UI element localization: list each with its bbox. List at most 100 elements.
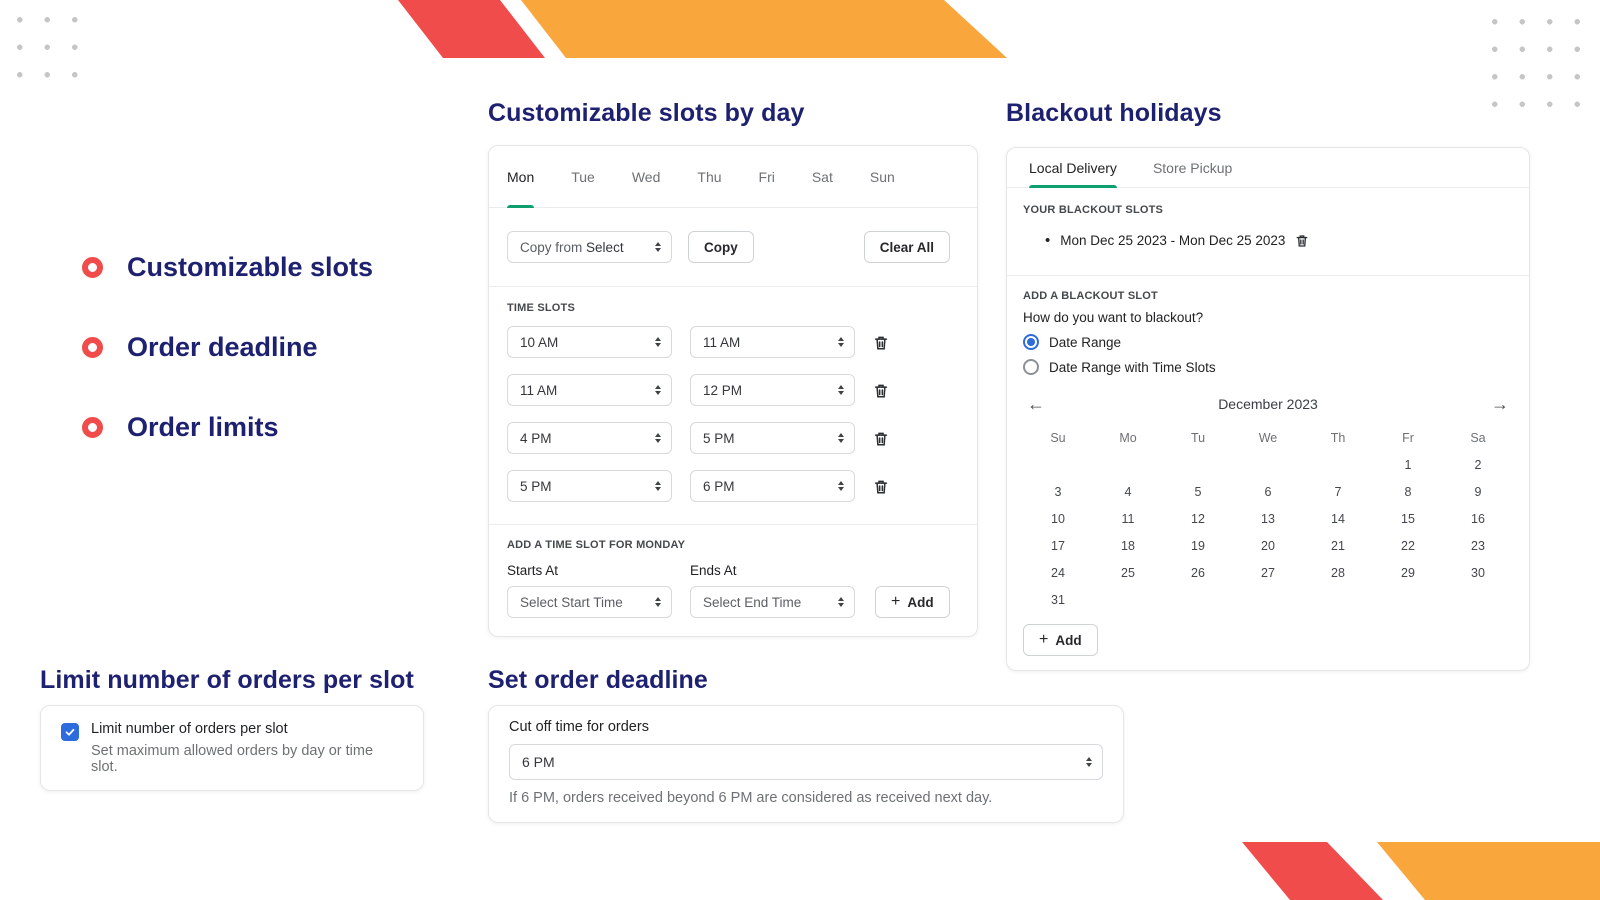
plus-icon: + <box>1039 631 1049 648</box>
calendar-day[interactable]: 4 <box>1124 485 1132 499</box>
calendar-day-empty <box>1233 587 1303 614</box>
copy-from-select[interactable]: Copy from Select <box>507 231 672 263</box>
limit-section-title: Limit number of orders per slot <box>40 666 414 694</box>
calendar-day[interactable]: 24 <box>1051 566 1065 580</box>
calendar-day-empty <box>1373 587 1443 614</box>
calendar-day[interactable]: 8 <box>1404 485 1412 499</box>
calendar-day-empty <box>1233 452 1303 479</box>
calendar-day[interactable]: 28 <box>1331 566 1345 580</box>
calendar-month-label: December 2023 <box>1218 396 1318 412</box>
calendar-day[interactable]: 13 <box>1261 512 1275 526</box>
starts-at-label: Starts At <box>507 563 559 578</box>
slots-section-title: Customizable slots by day <box>488 99 805 127</box>
calendar-day-empty <box>1093 452 1163 479</box>
limit-orders-checkbox[interactable] <box>61 723 79 741</box>
slot-end-select[interactable]: 6 PM <box>690 470 855 502</box>
calendar-day[interactable]: 25 <box>1121 566 1135 580</box>
radio-option-date-range[interactable]: Date Range <box>1023 334 1513 350</box>
clear-all-button[interactable]: Clear All <box>863 231 950 263</box>
slot-start-select[interactable]: 11 AM <box>507 374 672 406</box>
blackout-question: How do you want to blackout? <box>1023 310 1204 325</box>
tab-store-pickup[interactable]: Store Pickup <box>1152 159 1233 176</box>
stepper-icon <box>655 242 661 252</box>
calendar-day[interactable]: 18 <box>1121 539 1135 553</box>
slot-start-select[interactable]: 5 PM <box>507 470 672 502</box>
calendar-day[interactable]: 7 <box>1334 485 1342 499</box>
calendar-day[interactable]: 15 <box>1401 512 1415 526</box>
deadline-card: Cut off time for orders 6 PM If 6 PM, or… <box>488 705 1124 823</box>
calendar-day[interactable]: 29 <box>1401 566 1415 580</box>
calendar-day[interactable]: 30 <box>1471 566 1485 580</box>
calendar-next-icon[interactable]: → <box>1491 394 1509 414</box>
calendar-day[interactable]: 16 <box>1471 512 1485 526</box>
calendar-day[interactable]: 19 <box>1191 539 1205 553</box>
tab-mon[interactable]: Mon <box>507 146 535 208</box>
feature-item: Order deadline <box>82 332 373 363</box>
blackout-section-title: Blackout holidays <box>1006 99 1222 127</box>
copy-button[interactable]: Copy <box>688 231 754 263</box>
tab-fri[interactable]: Fri <box>758 168 775 185</box>
top-stripes-decoration <box>398 0 1007 58</box>
slot-start-select[interactable]: 10 AM <box>507 326 672 358</box>
stepper-icon <box>838 385 844 395</box>
copy-from-prefix: Copy from <box>520 239 583 255</box>
calendar-day-empty <box>1443 587 1513 614</box>
tab-thu[interactable]: Thu <box>697 168 722 185</box>
calendar-day[interactable]: 3 <box>1054 485 1062 499</box>
radio-icon[interactable] <box>1023 359 1039 375</box>
cutoff-time-select[interactable]: 6 PM <box>509 744 1103 780</box>
calendar-day[interactable]: 12 <box>1191 512 1205 526</box>
trash-icon[interactable] <box>1295 233 1309 248</box>
add-blackout-button[interactable]: + Add <box>1023 624 1098 656</box>
calendar-day-header: Th <box>1330 431 1346 445</box>
add-blackout-heading: ADD A BLACKOUT SLOT <box>1023 290 1158 302</box>
calendar-day[interactable]: 10 <box>1051 512 1065 526</box>
calendar-prev-icon[interactable]: ← <box>1027 394 1045 414</box>
calendar-day[interactable]: 1 <box>1404 458 1412 472</box>
limit-checkbox-label[interactable]: Limit number of orders per slot <box>91 721 288 737</box>
time-slot-row: 5 PM 6 PM <box>507 470 959 502</box>
end-time-select[interactable]: Select End Time <box>690 586 855 618</box>
calendar-day[interactable]: 2 <box>1474 458 1482 472</box>
calendar-day[interactable]: 5 <box>1194 485 1202 499</box>
calendar-day-header: Su <box>1050 431 1066 445</box>
blackout-card: Local Delivery Store Pickup YOUR BLACKOU… <box>1006 147 1530 671</box>
trash-icon[interactable] <box>873 478 889 495</box>
bottom-stripes-decoration <box>1242 842 1600 900</box>
calendar-day[interactable]: 22 <box>1401 539 1415 553</box>
slot-end-select[interactable]: 5 PM <box>690 422 855 454</box>
add-time-slot-button[interactable]: + Add <box>875 586 950 618</box>
slot-end-select[interactable]: 11 AM <box>690 326 855 358</box>
calendar-day[interactable]: 27 <box>1261 566 1275 580</box>
calendar-day[interactable]: 17 <box>1051 539 1065 553</box>
calendar-day[interactable]: 20 <box>1261 539 1275 553</box>
trash-icon[interactable] <box>873 334 889 351</box>
time-slot-row: 10 AM 11 AM <box>507 326 959 358</box>
calendar-day[interactable]: 9 <box>1474 485 1482 499</box>
stepper-icon <box>838 597 844 607</box>
slot-end-select[interactable]: 12 PM <box>690 374 855 406</box>
calendar-day[interactable]: 26 <box>1191 566 1205 580</box>
feature-item: Customizable slots <box>82 252 373 283</box>
tab-sat[interactable]: Sat <box>811 168 833 185</box>
calendar-day[interactable]: 21 <box>1331 539 1345 553</box>
calendar-day-header: Sa <box>1470 431 1486 445</box>
radio-option-date-range-time-slots[interactable]: Date Range with Time Slots <box>1023 359 1513 375</box>
tab-sun[interactable]: Sun <box>869 168 895 185</box>
trash-icon[interactable] <box>873 430 889 447</box>
tab-tue[interactable]: Tue <box>571 168 595 185</box>
trash-icon[interactable] <box>873 382 889 399</box>
stepper-icon <box>655 433 661 443</box>
calendar-day[interactable]: 31 <box>1051 593 1065 607</box>
tab-local-delivery[interactable]: Local Delivery <box>1029 148 1117 188</box>
calendar-day[interactable]: 6 <box>1264 485 1272 499</box>
calendar-day[interactable]: 23 <box>1471 539 1485 553</box>
calendar-day[interactable]: 11 <box>1121 512 1135 526</box>
start-time-select[interactable]: Select Start Time <box>507 586 672 618</box>
calendar-day[interactable]: 14 <box>1331 512 1345 526</box>
radio-icon[interactable] <box>1023 334 1039 350</box>
check-icon <box>65 728 75 736</box>
slot-start-select[interactable]: 4 PM <box>507 422 672 454</box>
tab-wed[interactable]: Wed <box>631 168 661 185</box>
